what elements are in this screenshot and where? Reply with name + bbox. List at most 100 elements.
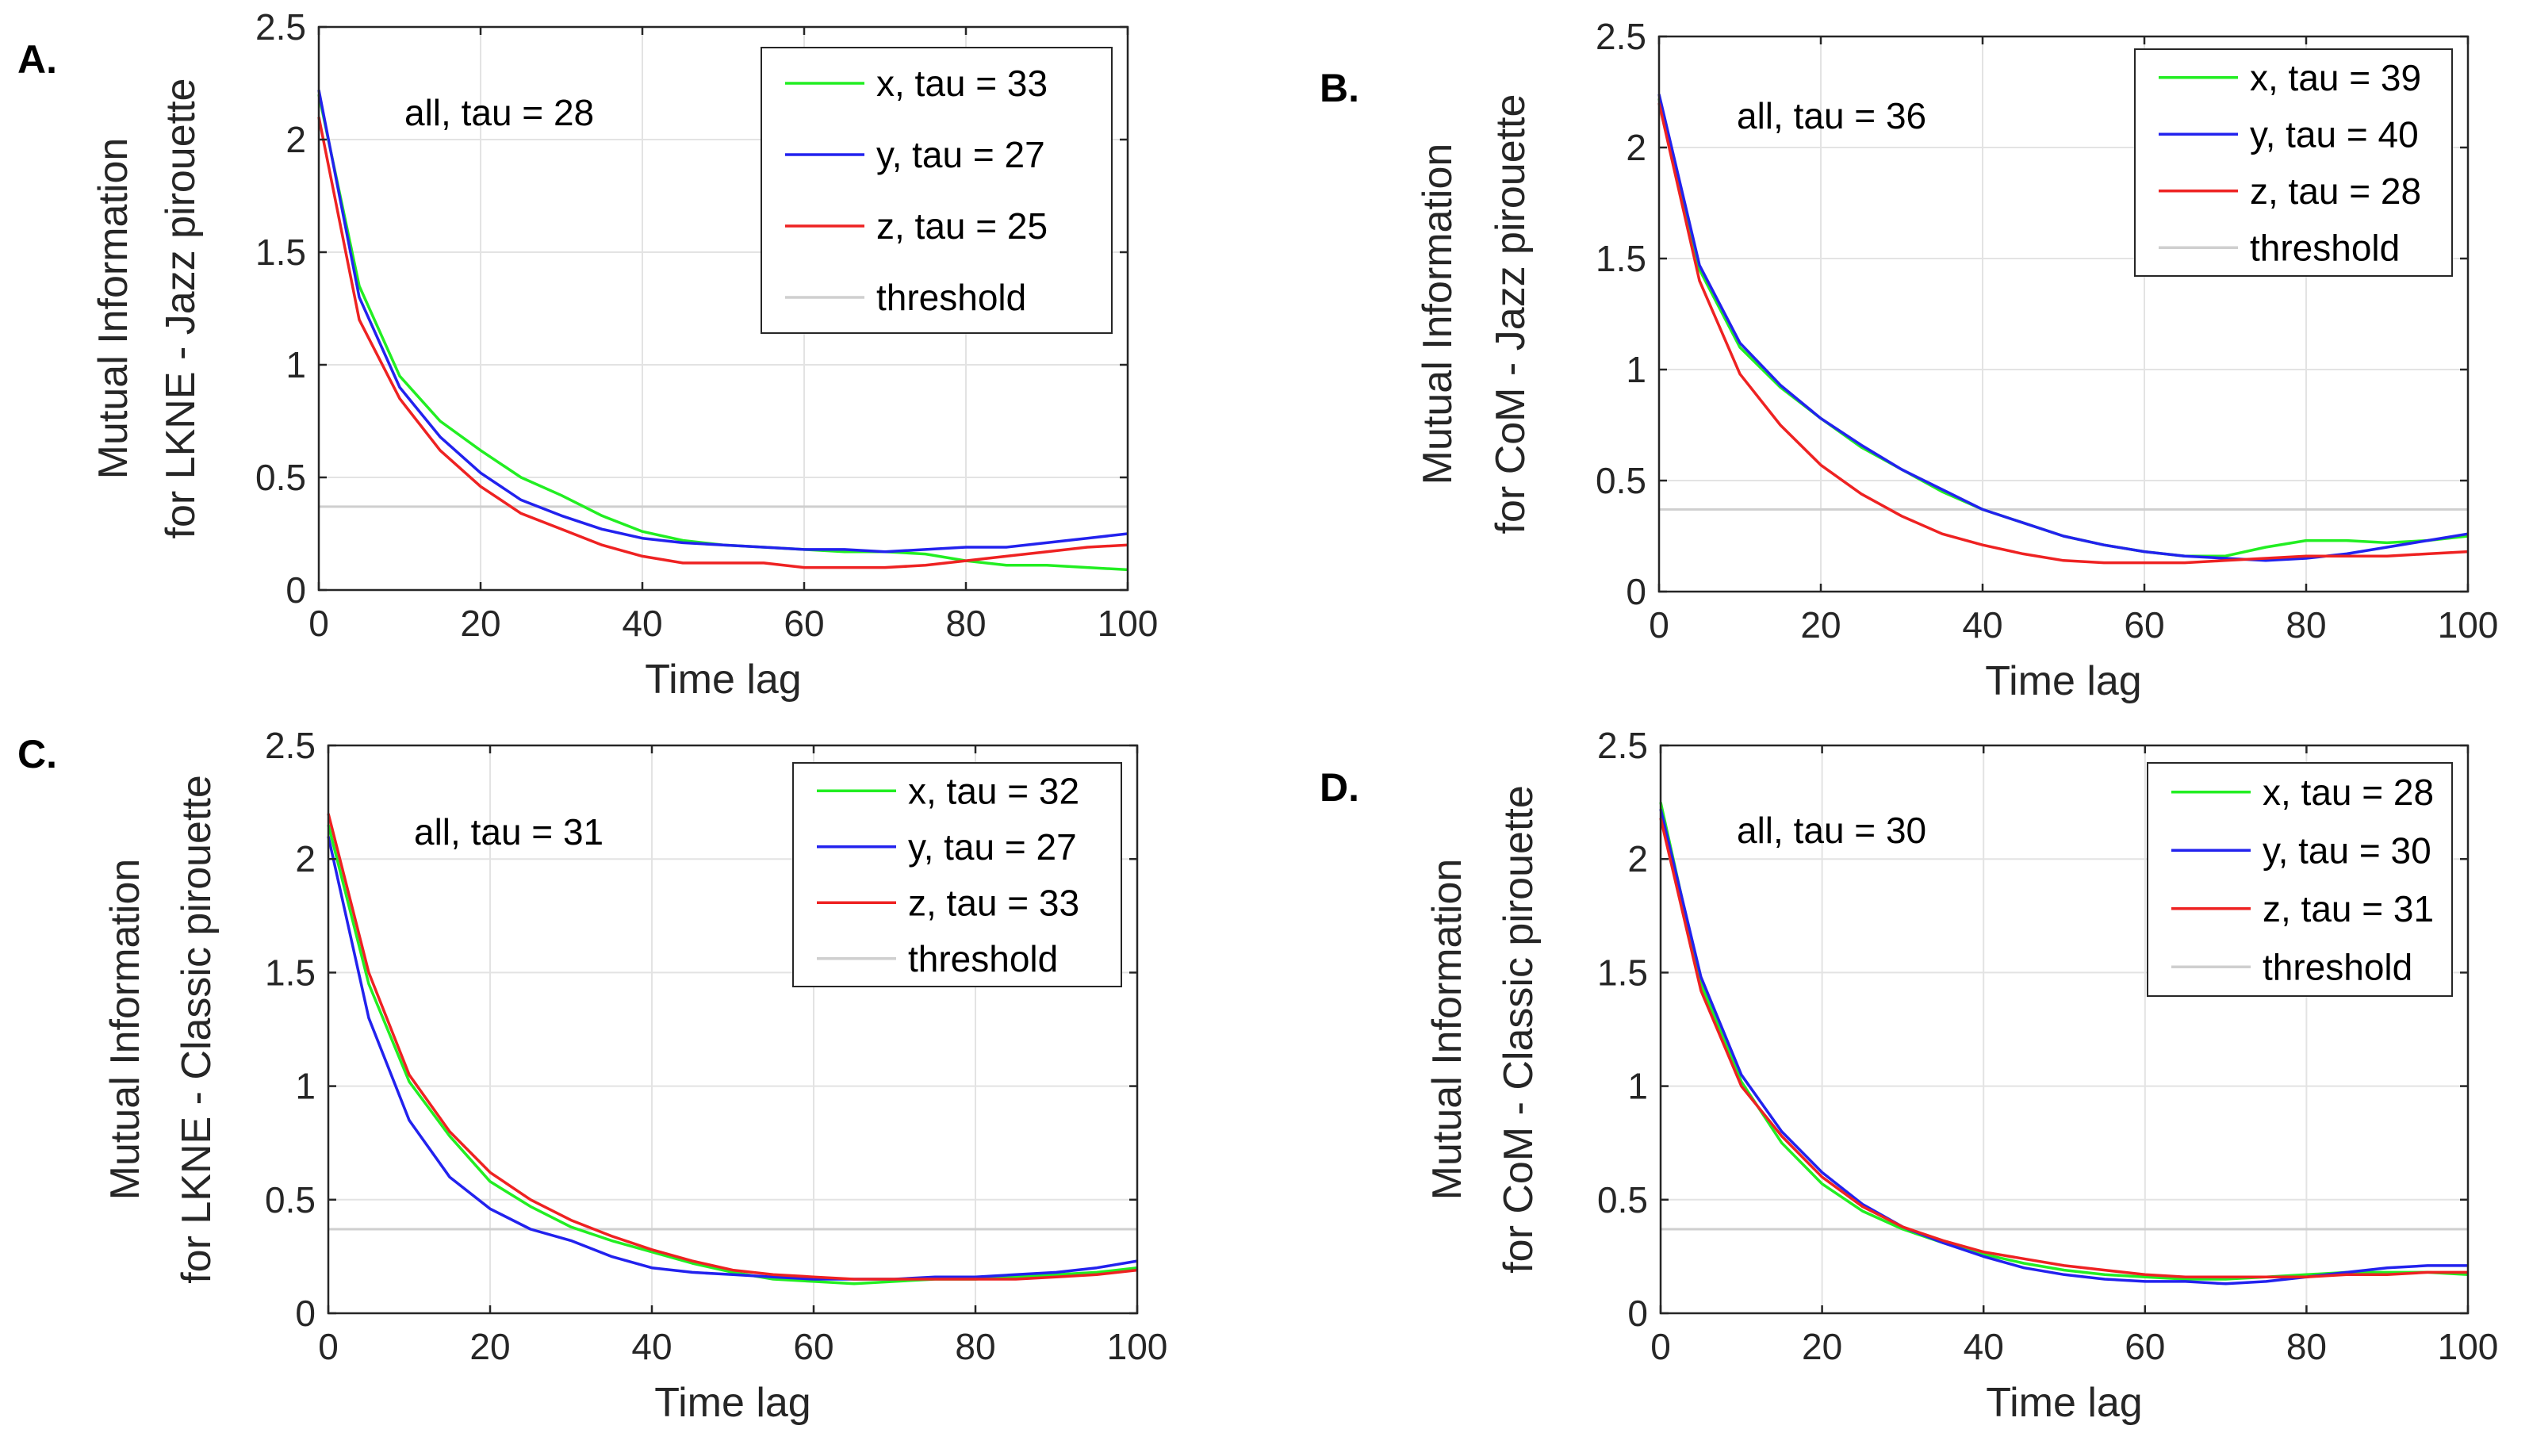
y-tick-label: 0 — [295, 1293, 316, 1334]
y-axis-label-line-2: for LKNE - Jazz pirouette — [158, 79, 204, 539]
annotation-text: all, tau = 28 — [404, 92, 594, 133]
series-line-z — [327, 813, 1138, 1281]
y-tick-label: 1 — [295, 1066, 316, 1107]
x-tick-label: 60 — [2125, 1326, 2165, 1367]
x-tick-label: 100 — [1107, 1326, 1168, 1367]
axes-box — [317, 25, 1129, 592]
tick-marks — [1657, 35, 2470, 593]
legend-entry-label: x, tau = 33 — [876, 63, 1048, 104]
legend: x, tau = 28 y, tau = 30 z, tau = 31 thresho… — [2147, 762, 2453, 997]
x-axis-label: Time lag — [1985, 658, 2141, 704]
y-tick-label: 2 — [295, 838, 316, 879]
x-tick-label: 0 — [318, 1326, 339, 1367]
y-tick-label: 1.5 — [265, 952, 316, 993]
legend-entry-label: threshold — [2263, 946, 2412, 987]
legend: x, tau = 33 y, tau = 27 z, tau = 25 thresho… — [761, 47, 1113, 334]
x-tick-label: 20 — [1802, 1326, 1842, 1367]
legend-entry-label: y, tau = 40 — [2250, 113, 2419, 155]
y-axis-label-line-1: Mutual Information — [90, 138, 136, 480]
legend-box — [792, 762, 1122, 987]
chart-panel-c: C. 0 20 40 60 80 100 0 0.5 1 1.5 2 2.5 Time lag Mutual… — [17, 725, 1167, 1426]
panel-label: D. — [1320, 765, 1359, 810]
x-axis-label: Time lag — [654, 1380, 810, 1426]
x-tick-label: 60 — [784, 603, 824, 644]
legend: x, tau = 39 y, tau = 40 z, tau = 28 thresho… — [2134, 48, 2453, 277]
x-tick-label: 40 — [1964, 1326, 2004, 1367]
legend-entry-label: y, tau = 27 — [876, 134, 1045, 175]
y-tick-label: 2.5 — [1596, 16, 1646, 57]
y-tick-label: 2.5 — [265, 725, 316, 766]
chart-panel-b: B. 0 20 40 60 80 100 0 0.5 1 1.5 2 2.5 Time lag Mutual… — [1320, 16, 2498, 704]
x-axis-label: Time lag — [1986, 1380, 2142, 1426]
legend-entry-label: z, tau = 33 — [908, 882, 1079, 923]
y-tick-label: 1 — [1627, 1066, 1648, 1107]
legend-entry-label: z, tau = 25 — [876, 205, 1048, 247]
x-tick-label: 60 — [2124, 604, 2164, 646]
y-tick-label: 2.5 — [1597, 725, 1648, 766]
legend-box — [2147, 762, 2453, 997]
axes-box — [1657, 35, 2470, 593]
series-line-y — [1659, 808, 2468, 1285]
y-tick-label: 0.5 — [255, 457, 306, 498]
x-tick-label: 40 — [1962, 604, 2002, 646]
y-tick-label: 2.5 — [255, 6, 306, 48]
y-tick-label: 2 — [285, 119, 306, 160]
x-tick-label: 20 — [460, 603, 500, 644]
legend-entry-label: x, tau = 32 — [908, 770, 1079, 811]
legend-entry-label: z, tau = 31 — [2263, 888, 2434, 929]
legend-entry-label: z, tau = 28 — [2250, 171, 2421, 212]
legend-box — [2134, 48, 2453, 277]
x-tick-label: 40 — [622, 603, 662, 644]
y-tick-label: 1.5 — [255, 232, 306, 273]
x-tick-label: 100 — [2438, 1326, 2499, 1367]
y-tick-label: 2 — [1626, 127, 1646, 168]
x-tick-label: 80 — [955, 1326, 995, 1367]
y-axis-label-line-2: for LKNE - Classic pirouette — [174, 775, 220, 1284]
x-tick-label: 20 — [469, 1326, 510, 1367]
legend: x, tau = 32 y, tau = 27 z, tau = 33 thresho… — [792, 762, 1122, 987]
legend-entry-label: x, tau = 39 — [2250, 57, 2421, 98]
legend-entry-label: x, tau = 28 — [2263, 772, 2434, 813]
y-axis-label-line-1: Mutual Information — [102, 859, 148, 1201]
y-tick-label: 1 — [285, 344, 306, 385]
annotation-text: all, tau = 36 — [1737, 95, 1926, 136]
series-line-z — [1657, 102, 2469, 565]
y-tick-label: 0 — [285, 569, 306, 611]
legend-box — [761, 47, 1113, 334]
chart-panel-d: D. 0 20 40 60 80 100 0 0.5 1 1.5 2 2.5 Time lag Mutual… — [1320, 725, 2498, 1426]
annotation-text: all, tau = 30 — [1737, 810, 1926, 851]
panel-label: A. — [17, 37, 57, 82]
series-line-y — [327, 836, 1138, 1281]
y-tick-label: 0.5 — [1597, 1179, 1648, 1220]
x-tick-label: 0 — [1650, 1326, 1671, 1367]
x-axis-label: Time lag — [645, 657, 801, 703]
chart-panel-a: A. 0 20 40 60 80 100 0 0.5 1 1.5 2 2.5 Time lag Mutual… — [17, 6, 1158, 703]
legend-entry-label: y, tau = 27 — [908, 826, 1077, 868]
y-tick-label: 0.5 — [1596, 460, 1646, 501]
y-axis-label-line-2: for CoM - Classic pirouette — [1496, 785, 1542, 1274]
x-tick-label: 20 — [1800, 604, 1841, 646]
annotation-text: all, tau = 31 — [414, 811, 604, 853]
legend-entry-label: y, tau = 30 — [2263, 830, 2431, 871]
tick-marks — [317, 25, 1129, 592]
series-line-z — [317, 117, 1128, 569]
x-tick-label: 0 — [308, 603, 329, 644]
panel-label: B. — [1320, 66, 1359, 110]
y-tick-label: 1.5 — [1597, 952, 1648, 993]
series-line-y — [317, 90, 1128, 554]
x-tick-label: 80 — [2286, 1326, 2327, 1367]
series-line-z — [1659, 818, 2468, 1278]
legend-entry-label: threshold — [908, 938, 1058, 979]
legend-entry-label: threshold — [876, 277, 1026, 318]
x-tick-label: 100 — [1098, 603, 1159, 644]
y-tick-label: 1.5 — [1596, 238, 1646, 279]
y-tick-label: 1 — [1626, 349, 1646, 390]
series-line-x — [327, 824, 1138, 1285]
x-tick-label: 60 — [793, 1326, 833, 1367]
y-tick-label: 0.5 — [265, 1179, 316, 1220]
y-tick-label: 0 — [1626, 571, 1646, 612]
y-tick-label: 2 — [1627, 838, 1648, 879]
tick-marks — [1659, 744, 2470, 1315]
y-axis-label-line-1: Mutual Information — [1424, 859, 1470, 1201]
